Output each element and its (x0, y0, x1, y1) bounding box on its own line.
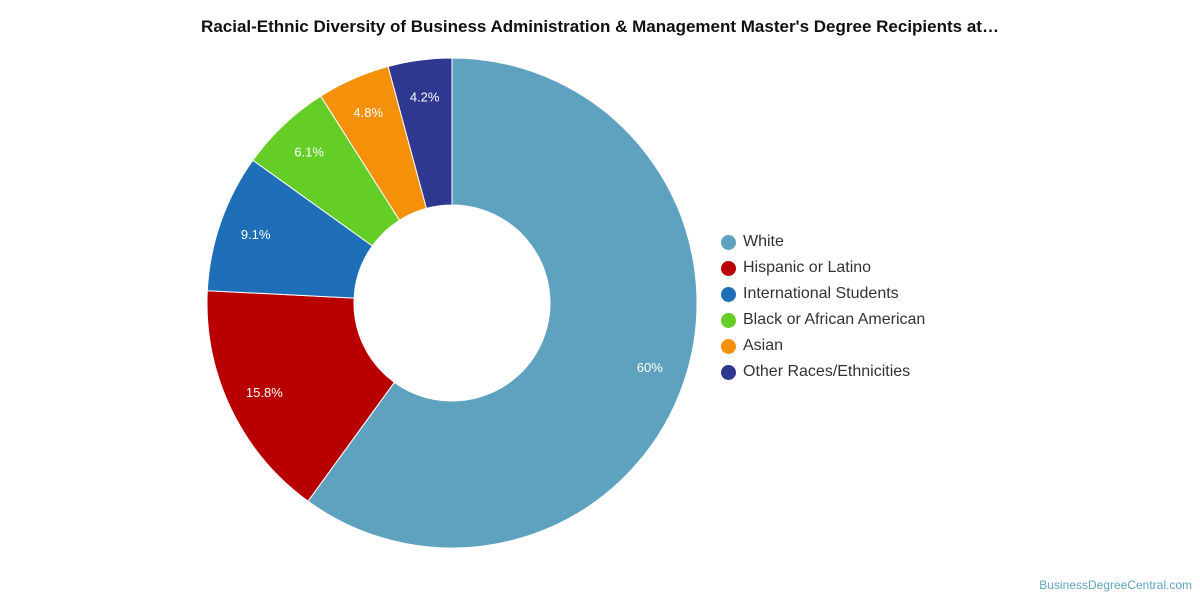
legend-label: Asian (743, 337, 784, 354)
slice-label-white: 60% (637, 360, 663, 375)
legend-label: Other Races/Ethnicities (743, 363, 911, 380)
legend-label: Hispanic or Latino (743, 259, 872, 276)
slice-label-black-or-african-american: 6.1% (294, 144, 324, 159)
legend-item-other-races-ethnicities[interactable]: Other Races/Ethnicities (721, 359, 925, 385)
legend-swatch (721, 338, 736, 354)
legend-item-hispanic-or-latino[interactable]: Hispanic or Latino (721, 255, 925, 281)
slices-group (206, 57, 698, 549)
legend-label: Black or African American (743, 311, 926, 328)
legend-item-white[interactable]: White (721, 229, 925, 255)
legend-label: White (743, 233, 784, 250)
slice-labels-group: 60% 15.8% 9.1% 6.1% 4.8% 4.2% (241, 89, 663, 400)
slice-label-hispanic-or-latino: 15.8% (246, 385, 283, 400)
legend-item-asian[interactable]: Asian (721, 333, 925, 359)
slice-label-other-races-ethnicities: 4.2% (410, 89, 440, 104)
legend-label: International Students (743, 285, 899, 302)
chart-title: Racial-Ethnic Diversity of Business Admi… (201, 17, 999, 36)
legend-swatch (721, 286, 736, 302)
slice-label-asian: 4.8% (353, 105, 383, 120)
legend-swatch (721, 364, 736, 380)
slice-label-international-students: 9.1% (241, 227, 271, 242)
legend-swatch (721, 260, 736, 276)
slice-hispanic-or-latino[interactable] (206, 290, 396, 502)
slice-white[interactable] (307, 57, 698, 549)
legend: White Hispanic or Latino International Stu… (721, 229, 925, 385)
legend-item-black-or-african-american[interactable]: Black or African American (721, 307, 925, 333)
legend-swatch (721, 312, 736, 328)
legend-swatch (721, 234, 736, 250)
slice-other-races-ethnicities[interactable] (387, 57, 453, 210)
source-credit-link[interactable]: BusinessDegreeCentral.com (1039, 578, 1192, 592)
legend-item-international-students[interactable]: International Students (721, 281, 925, 307)
